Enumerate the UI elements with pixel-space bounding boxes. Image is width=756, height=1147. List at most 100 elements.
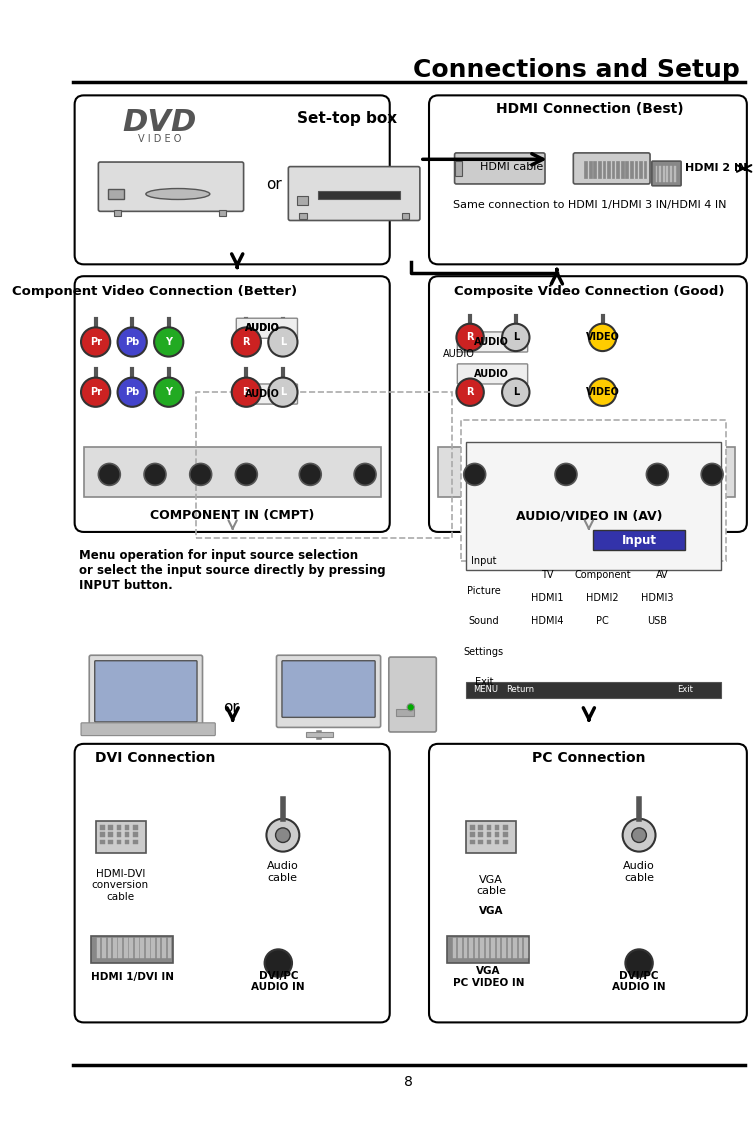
Bar [589, 161, 592, 178]
Text: Pr: Pr [90, 337, 101, 346]
Bar [507, 938, 511, 959]
FancyBboxPatch shape [429, 276, 747, 532]
Bar [470, 825, 475, 829]
Bar [146, 938, 150, 959]
Circle shape [190, 463, 212, 485]
Circle shape [118, 327, 147, 357]
Text: R: R [243, 337, 250, 346]
Bar [470, 840, 475, 844]
Bar [116, 840, 121, 844]
FancyBboxPatch shape [429, 744, 747, 1022]
FancyBboxPatch shape [94, 661, 197, 721]
Bar [643, 161, 646, 178]
Circle shape [589, 323, 616, 351]
Circle shape [81, 377, 110, 407]
Text: Composite Video Connection (Good): Composite Video Connection (Good) [454, 286, 724, 298]
Bar [487, 833, 491, 837]
Text: USB: USB [647, 616, 668, 625]
Bar [133, 840, 138, 844]
Text: Picture: Picture [467, 586, 500, 596]
Bar [466, 681, 721, 699]
FancyBboxPatch shape [81, 723, 215, 735]
Bar [396, 709, 414, 717]
Text: Exit: Exit [475, 677, 493, 687]
FancyBboxPatch shape [98, 162, 243, 211]
Bar [475, 938, 479, 959]
Bar [479, 833, 483, 837]
FancyBboxPatch shape [389, 657, 436, 732]
Bar [299, 213, 307, 219]
Circle shape [623, 819, 655, 851]
Bar [107, 189, 124, 198]
Bar [438, 447, 735, 498]
Bar [479, 840, 483, 844]
Bar [453, 938, 457, 959]
Bar [125, 840, 129, 844]
Bar [168, 938, 172, 959]
Text: Pb: Pb [125, 388, 139, 397]
Bar [593, 530, 685, 551]
Bar [91, 936, 173, 963]
Bar [298, 196, 308, 205]
Text: or: or [266, 178, 282, 193]
Circle shape [646, 463, 668, 485]
Text: HDMI4: HDMI4 [531, 616, 564, 625]
Text: MENU: MENU [473, 686, 498, 694]
Bar [101, 833, 105, 837]
Bar [503, 833, 507, 837]
FancyBboxPatch shape [277, 655, 380, 727]
Text: R: R [466, 388, 474, 397]
Bar [141, 938, 144, 959]
Text: Pr: Pr [90, 388, 101, 397]
Bar [135, 938, 138, 959]
Text: Pb: Pb [125, 337, 139, 346]
Text: TV: TV [541, 570, 554, 580]
Text: VIDEO: VIDEO [586, 333, 619, 343]
FancyBboxPatch shape [288, 166, 420, 220]
Text: Audio
cable: Audio cable [267, 861, 299, 882]
Bar [124, 938, 128, 959]
Bar [113, 938, 116, 959]
Circle shape [154, 377, 183, 407]
Text: Audio
cable: Audio cable [623, 861, 655, 882]
Circle shape [502, 323, 529, 351]
Circle shape [232, 377, 261, 407]
Bar [584, 161, 587, 178]
Circle shape [118, 377, 147, 407]
Bar [469, 938, 472, 959]
Circle shape [625, 950, 652, 977]
Bar [196, 392, 452, 538]
Bar [133, 833, 138, 837]
Bar [487, 825, 491, 829]
Text: HDMI3: HDMI3 [641, 593, 674, 602]
Bar [659, 165, 661, 182]
Text: PC: PC [596, 616, 609, 625]
Bar [491, 938, 494, 959]
Bar [125, 833, 129, 837]
Bar [401, 213, 409, 219]
FancyBboxPatch shape [75, 95, 390, 264]
Bar [598, 161, 601, 178]
Bar [114, 210, 121, 216]
Bar [156, 938, 160, 959]
Circle shape [266, 819, 299, 851]
Text: Set-top box: Set-top box [297, 111, 397, 126]
Bar [479, 825, 483, 829]
Text: Input: Input [471, 556, 497, 567]
Text: Sound: Sound [469, 616, 499, 626]
FancyBboxPatch shape [457, 331, 528, 352]
Bar [151, 938, 155, 959]
Text: HDMI 2 IN: HDMI 2 IN [685, 163, 747, 173]
Circle shape [632, 828, 646, 843]
Circle shape [268, 377, 298, 407]
Text: AUDIO: AUDIO [246, 389, 280, 399]
FancyBboxPatch shape [89, 655, 203, 732]
Text: R: R [243, 388, 250, 397]
Bar [461, 420, 726, 561]
Bar [607, 161, 610, 178]
Bar [84, 447, 380, 498]
Circle shape [299, 463, 321, 485]
Text: R: R [466, 333, 474, 343]
FancyBboxPatch shape [237, 384, 298, 404]
Text: AUDIO: AUDIO [443, 349, 475, 359]
